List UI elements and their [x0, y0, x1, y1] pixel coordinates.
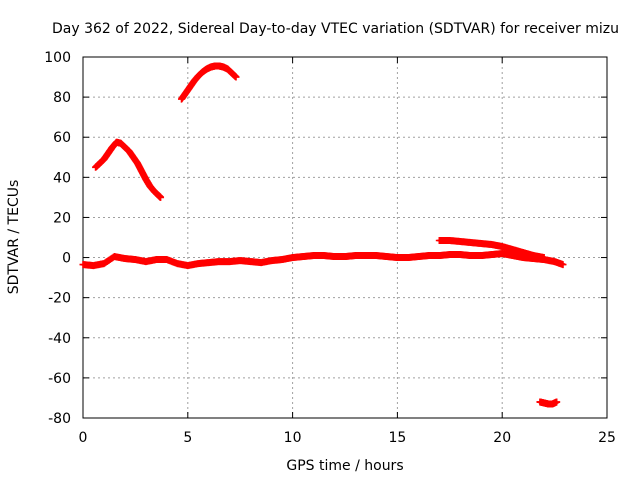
data-marks: [79, 62, 567, 408]
series-5: [536, 398, 561, 408]
y-tick-label: -60: [48, 371, 71, 387]
x-tick-label: 10: [284, 430, 302, 446]
y-tick-label: 100: [44, 50, 71, 66]
x-tick-label: 0: [79, 430, 88, 446]
series-3: [79, 250, 567, 270]
grid: [83, 57, 607, 418]
data-point: [540, 254, 548, 262]
x-tick-label: 5: [183, 430, 192, 446]
x-tick-label: 15: [388, 430, 406, 446]
plot-frame: [82, 56, 608, 419]
x-tick-label: 20: [493, 430, 511, 446]
series-1: [92, 138, 165, 201]
y-tick-label: 80: [53, 90, 71, 106]
y-axis-label: SDTVAR / TECUs: [6, 180, 22, 295]
data-point: [559, 261, 567, 269]
series-4: [435, 237, 548, 262]
data-point: [232, 73, 240, 81]
y-tick-label: -20: [48, 291, 71, 307]
series-2: [178, 62, 240, 103]
y-tick-label: 40: [53, 170, 71, 186]
y-tick-label: 20: [53, 210, 71, 226]
data-point: [157, 193, 165, 201]
y-tick-label: 0: [62, 251, 71, 267]
x-tick-label: 25: [598, 430, 616, 446]
y-tick-label: -40: [48, 331, 71, 347]
axis-ticks: 0 5 10 15 20 25 -80 -60 -40 -20 0 20 40 60 80 100: [44, 50, 616, 446]
y-tick-label: 60: [53, 130, 71, 146]
chart-title: Day 362 of 2022, Sidereal Day-to-day VTE…: [52, 21, 619, 37]
data-point: [553, 398, 561, 406]
x-axis-label: GPS time / hours: [286, 458, 403, 474]
y-tick-label: -80: [48, 411, 71, 427]
